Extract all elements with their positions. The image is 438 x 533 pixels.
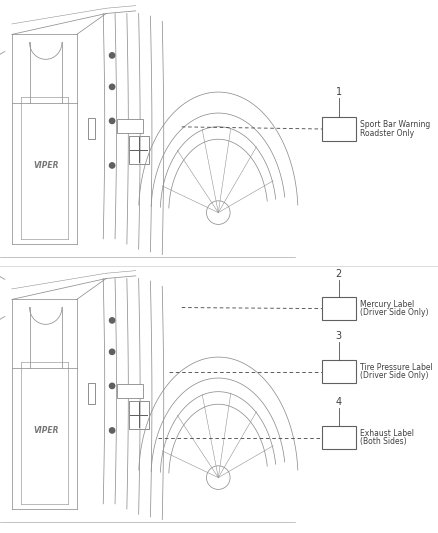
Bar bbox=[117, 384, 143, 398]
Text: Mercury Label: Mercury Label bbox=[360, 300, 414, 309]
Text: Exhaust Label: Exhaust Label bbox=[360, 429, 413, 438]
Text: 4: 4 bbox=[336, 398, 342, 408]
Circle shape bbox=[110, 163, 115, 168]
Bar bbox=[322, 117, 356, 141]
Circle shape bbox=[110, 318, 115, 323]
Text: (Both Sides): (Both Sides) bbox=[360, 437, 406, 446]
Text: (Driver Side Only): (Driver Side Only) bbox=[360, 308, 428, 317]
Text: VIPER: VIPER bbox=[33, 161, 59, 170]
Bar bbox=[129, 401, 148, 429]
Text: 1: 1 bbox=[336, 86, 342, 96]
Text: (Driver Side Only): (Driver Side Only) bbox=[360, 371, 428, 380]
Circle shape bbox=[110, 53, 115, 58]
Text: 3: 3 bbox=[336, 332, 342, 342]
Text: Sport Bar Warning: Sport Bar Warning bbox=[360, 120, 430, 129]
Bar bbox=[322, 297, 356, 320]
Bar bbox=[117, 119, 143, 133]
Bar bbox=[322, 426, 356, 449]
Bar bbox=[322, 360, 356, 383]
Text: Tire Pressure Label: Tire Pressure Label bbox=[360, 363, 432, 372]
Bar bbox=[88, 118, 95, 139]
Bar bbox=[129, 136, 148, 164]
Circle shape bbox=[110, 428, 115, 433]
Circle shape bbox=[110, 118, 115, 124]
Circle shape bbox=[110, 349, 115, 354]
Text: VIPER: VIPER bbox=[33, 426, 59, 435]
Circle shape bbox=[110, 84, 115, 90]
Text: Roadster Only: Roadster Only bbox=[360, 129, 414, 138]
Circle shape bbox=[110, 383, 115, 389]
Text: 2: 2 bbox=[336, 269, 342, 279]
Bar bbox=[88, 383, 95, 404]
